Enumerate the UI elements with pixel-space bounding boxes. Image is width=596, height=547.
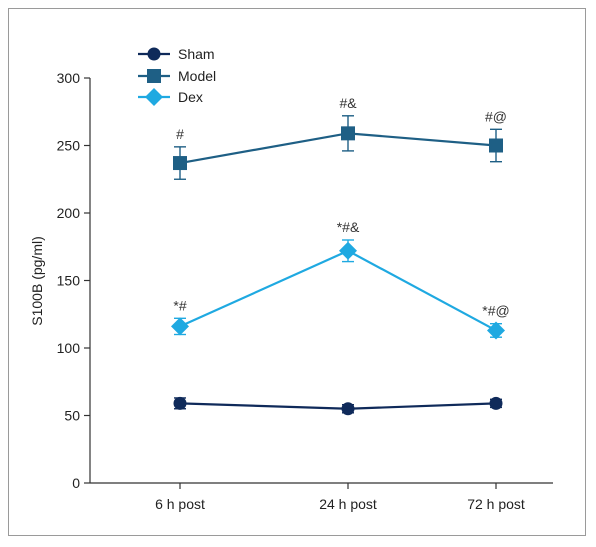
y-tick-label: 100 [57, 340, 81, 356]
data-point [173, 396, 187, 410]
legend-marker [147, 69, 161, 83]
y-tick-label: 250 [57, 138, 81, 154]
y-tick-label: 50 [64, 408, 80, 424]
data-point [173, 156, 187, 171]
y-tick-label: 200 [57, 205, 81, 221]
legend-item-sham: Sham [138, 46, 215, 62]
series-model: # #& #@ [173, 95, 507, 180]
series-line [179, 132, 497, 165]
series-sham [173, 396, 503, 416]
legend: Sham Model Dex [138, 46, 216, 106]
legend-label: Model [178, 68, 216, 84]
series-dex: *# *#& *#@ [171, 219, 510, 340]
legend-label: Sham [178, 46, 215, 62]
significance-label: *# [173, 297, 186, 313]
legend-item-dex: Dex [138, 88, 203, 106]
x-tick-label: 6 h post [155, 496, 205, 512]
series-line [179, 249, 497, 332]
legend-marker [145, 88, 163, 106]
data-point [487, 321, 505, 340]
legend-label: Dex [178, 89, 203, 105]
data-point [171, 317, 189, 336]
series-layer: # #& #@ *# *#& *#@ [171, 95, 510, 416]
y-tick-label: 300 [57, 70, 81, 86]
legend-item-model: Model [138, 68, 216, 84]
y-tick-label: 0 [72, 475, 80, 491]
significance-label: *#@ [482, 303, 509, 319]
data-point [339, 241, 357, 260]
y-axis-title: S100B (pg/ml) [29, 236, 45, 325]
legend-marker [147, 47, 161, 61]
data-point [489, 138, 503, 153]
series-line [179, 402, 497, 410]
chart-frame [8, 8, 586, 536]
x-ticks: 6 h post 24 h post 72 h post [155, 483, 525, 512]
significance-label: # [176, 126, 184, 142]
significance-label: *#& [337, 219, 360, 235]
y-tick-label: 150 [57, 273, 81, 289]
significance-label: #@ [485, 108, 507, 124]
x-tick-label: 72 h post [467, 496, 525, 512]
data-point [489, 396, 503, 410]
data-point [341, 126, 355, 141]
y-ticks: 0 50 100 150 200 250 300 [57, 70, 90, 491]
significance-label: #& [339, 95, 357, 111]
x-tick-label: 24 h post [319, 496, 377, 512]
data-point [341, 402, 355, 416]
